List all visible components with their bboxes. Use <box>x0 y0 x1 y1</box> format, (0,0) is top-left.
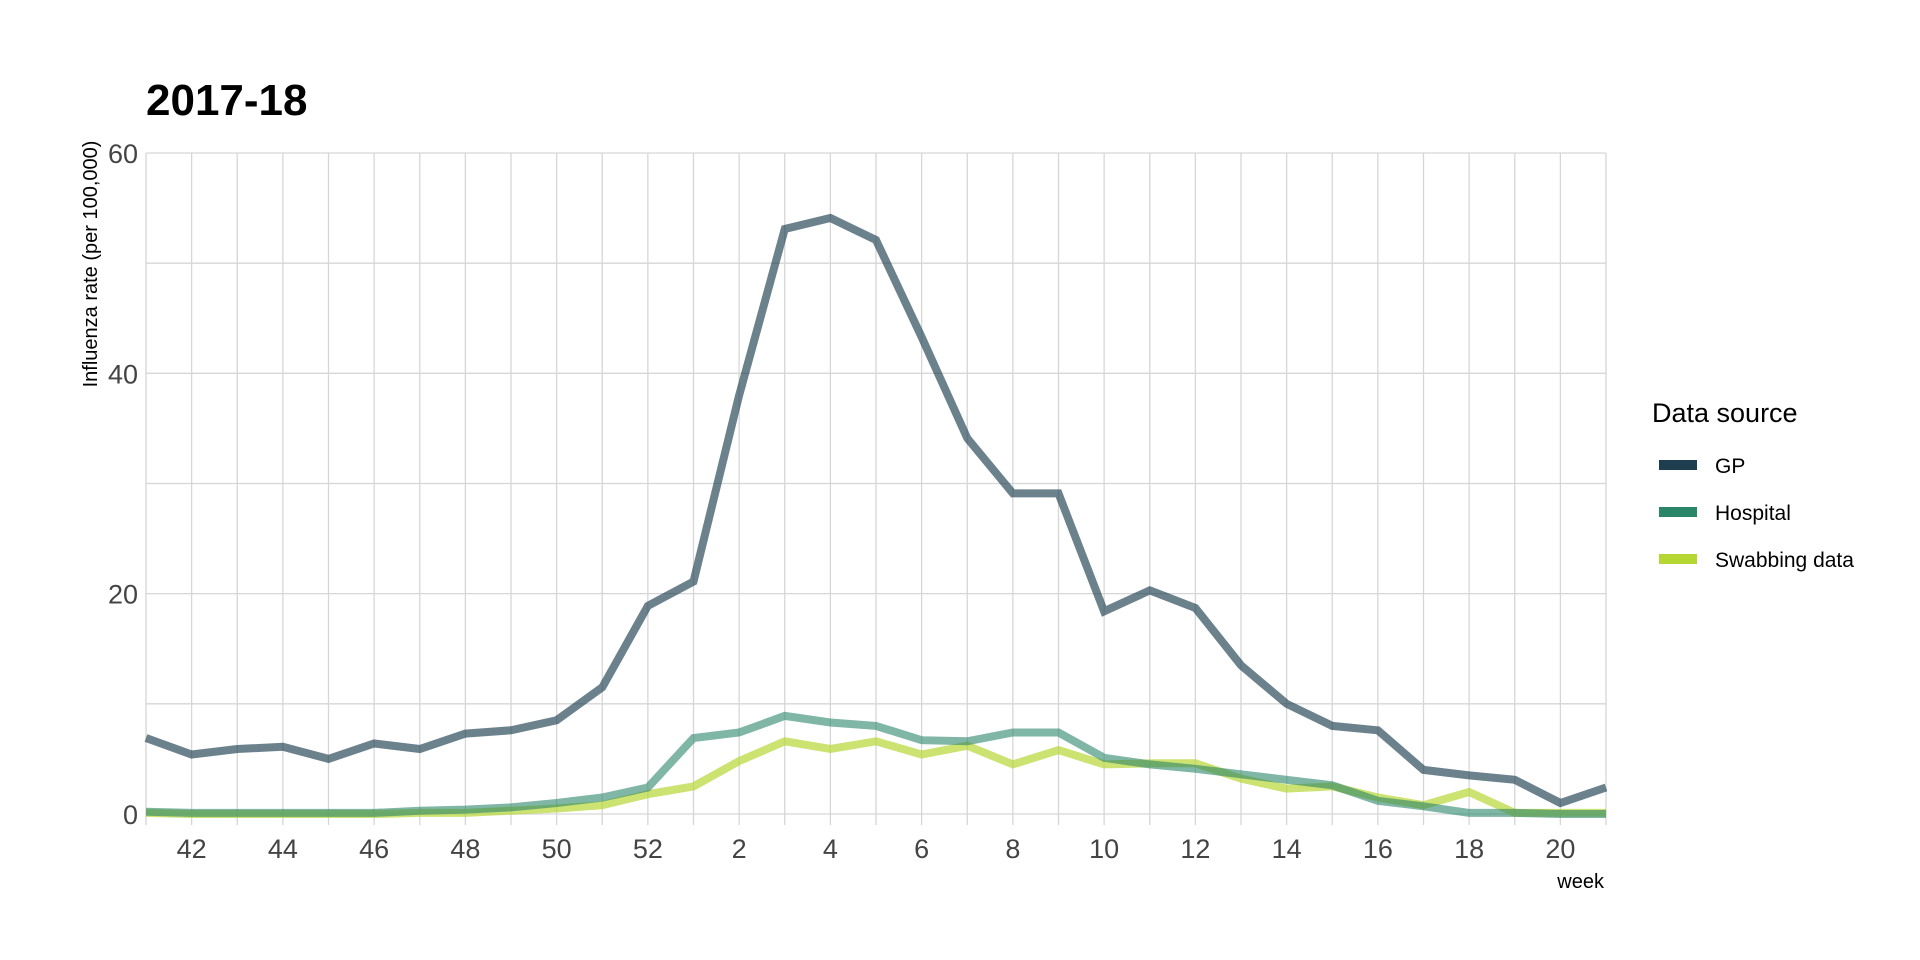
y-tick-label: 40 <box>108 359 138 389</box>
x-tick-label: 12 <box>1180 834 1210 864</box>
x-tick-label: 8 <box>1005 834 1020 864</box>
y-tick-label: 0 <box>123 800 138 830</box>
y-axis-label: Influenza rate (per 100,000) <box>80 141 102 388</box>
legend-swatch <box>1659 507 1697 517</box>
y-axis-ticks: 0 20 40 60 <box>108 139 138 830</box>
x-tick-label: 2 <box>732 834 747 864</box>
x-tick-label: 4 <box>823 834 838 864</box>
legend: Data source GP Hospital Swabbing data <box>1652 398 1854 572</box>
chart-title: 2017-18 <box>146 76 307 125</box>
x-tick-label: 18 <box>1454 834 1484 864</box>
x-tick-label: 10 <box>1089 834 1119 864</box>
legend-label: Swabbing data <box>1715 549 1854 572</box>
legend-swatch <box>1659 460 1697 470</box>
legend-label: GP <box>1715 455 1745 478</box>
y-tick-label: 20 <box>108 580 138 610</box>
x-tick-label: 50 <box>542 834 572 864</box>
x-tick-label: 20 <box>1545 834 1575 864</box>
x-axis-ticks: 42 44 46 48 50 52 2 4 6 8 10 12 14 16 18 20 <box>177 834 1576 864</box>
x-tick-label: 42 <box>177 834 207 864</box>
legend-label: Hospital <box>1715 502 1791 525</box>
x-tick-label: 14 <box>1272 834 1302 864</box>
x-tick-label: 44 <box>268 834 298 864</box>
x-tick-label: 6 <box>914 834 929 864</box>
y-tick-label: 60 <box>108 139 138 169</box>
x-tick-label: 46 <box>359 834 389 864</box>
x-axis-label: week <box>1556 871 1605 893</box>
legend-title: Data source <box>1652 398 1798 428</box>
x-tick-label: 48 <box>450 834 480 864</box>
series-line-gp <box>144 213 1608 808</box>
x-tick-label: 16 <box>1363 834 1393 864</box>
x-tick-label: 52 <box>633 834 663 864</box>
grid <box>145 152 1607 825</box>
series-line-hospital <box>145 711 1606 818</box>
legend-swatch <box>1659 554 1697 564</box>
series-lines <box>144 213 1608 818</box>
